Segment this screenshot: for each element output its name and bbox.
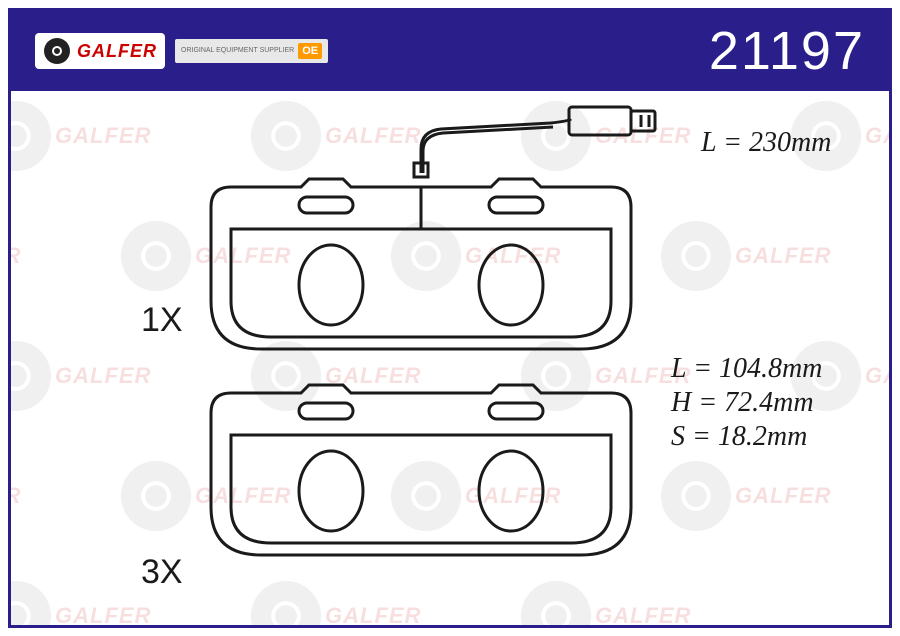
part-number: 21197 bbox=[709, 20, 865, 82]
qty-3x-label: 3X bbox=[141, 553, 183, 592]
dim-S-label: S = 18.2mm bbox=[671, 421, 807, 453]
logo-area: GALFER ORIGINAL EQUIPMENT SUPPLIER OE bbox=[35, 33, 328, 69]
diagram-frame: GALFER ORIGINAL EQUIPMENT SUPPLIER OE 21… bbox=[8, 8, 892, 628]
oe-supplier-text: ORIGINAL EQUIPMENT SUPPLIER bbox=[181, 47, 294, 55]
content-area: GALFER GALFER GALFER GALFER GALFER GALFE… bbox=[11, 91, 889, 625]
brake-pad-with-sensor bbox=[171, 101, 691, 361]
oe-box: OE bbox=[298, 43, 322, 59]
oe-badge: ORIGINAL EQUIPMENT SUPPLIER OE bbox=[175, 39, 328, 63]
dim-H-label: H = 72.4mm bbox=[671, 387, 814, 419]
brand-text: GALFER bbox=[77, 41, 157, 62]
diagram-area: L = 230mm 1X 3X L = 104.8mm H = 72.4mm S… bbox=[11, 91, 889, 625]
brand-logo: GALFER bbox=[35, 33, 165, 69]
dim-L-label: L = 104.8mm bbox=[671, 353, 822, 385]
sensor-length-label: L = 230mm bbox=[701, 127, 831, 159]
header-bar: GALFER ORIGINAL EQUIPMENT SUPPLIER OE 21… bbox=[11, 11, 889, 91]
qty-1x-label: 1X bbox=[141, 301, 183, 340]
brake-pad-plain bbox=[171, 367, 691, 587]
disc-icon bbox=[43, 37, 71, 65]
